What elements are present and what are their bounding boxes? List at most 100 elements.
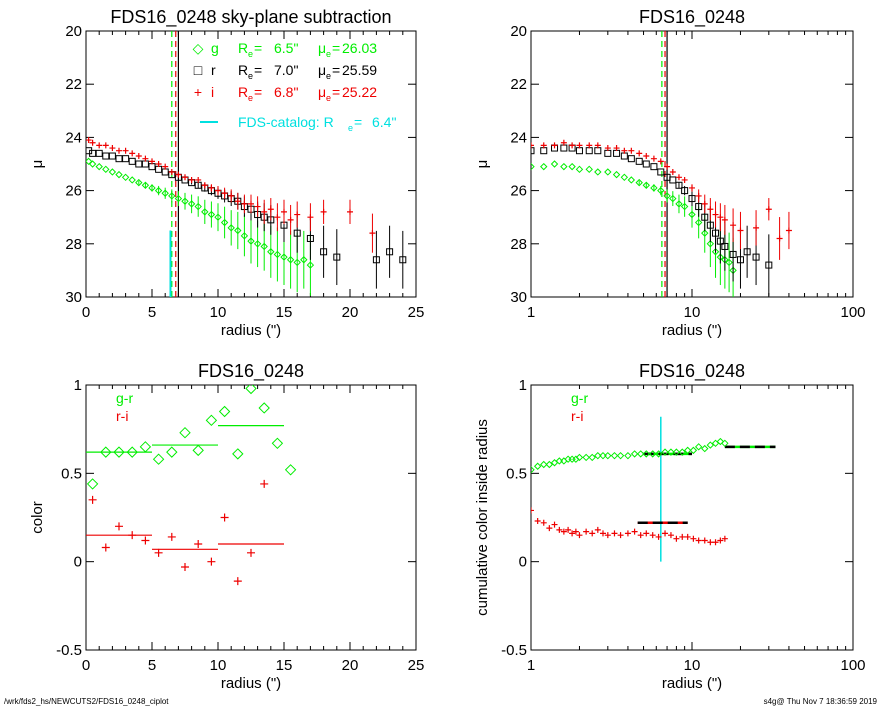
point-i bbox=[195, 176, 202, 183]
point-i bbox=[182, 174, 188, 181]
point-g bbox=[161, 189, 169, 197]
legend-mu-value: 26.03 bbox=[342, 40, 377, 56]
point-i bbox=[589, 530, 596, 537]
point-i bbox=[369, 230, 376, 237]
point-i bbox=[233, 577, 242, 586]
point-i bbox=[695, 537, 702, 544]
point-g bbox=[95, 162, 103, 171]
point-i bbox=[116, 147, 122, 154]
point-i bbox=[649, 532, 656, 539]
point-i bbox=[662, 530, 669, 537]
point-i bbox=[287, 216, 294, 223]
point-i bbox=[546, 525, 553, 532]
point-r bbox=[613, 149, 621, 157]
point-i bbox=[155, 161, 162, 167]
legend-band: g bbox=[211, 40, 219, 56]
point-i bbox=[621, 147, 628, 154]
point-i bbox=[717, 214, 724, 221]
point-i bbox=[572, 528, 579, 535]
point-i bbox=[664, 163, 671, 170]
point-r bbox=[108, 152, 116, 160]
point-g bbox=[108, 168, 117, 176]
point-i bbox=[167, 532, 176, 541]
point-g bbox=[550, 160, 559, 168]
point-g bbox=[135, 178, 143, 187]
point-i bbox=[215, 187, 221, 194]
point-r bbox=[642, 160, 650, 168]
footer-timestamp-label: s4g@ Thu Nov 7 18:36:59 2019 bbox=[763, 697, 877, 706]
point-g bbox=[675, 200, 683, 208]
point-r bbox=[540, 147, 548, 155]
x-axis-label: radius (") bbox=[221, 322, 281, 339]
legend-mu-sub: e bbox=[326, 49, 331, 59]
legend-mu-value: 25.59 bbox=[342, 62, 377, 78]
legend-re-value: 6.5" bbox=[274, 40, 298, 56]
point-g bbox=[694, 443, 703, 451]
point-i bbox=[730, 222, 737, 229]
point-g bbox=[620, 173, 629, 182]
data-layer bbox=[531, 416, 776, 562]
legend-mu-sub: e bbox=[326, 93, 331, 103]
point-r bbox=[293, 229, 301, 237]
point-r bbox=[575, 147, 583, 155]
point-g bbox=[531, 162, 535, 171]
point-g bbox=[594, 451, 602, 460]
x-tick-label: 10 bbox=[684, 304, 701, 321]
point-i bbox=[611, 530, 618, 537]
y-tick-label: 0 bbox=[74, 554, 82, 571]
y-tick-label: 1 bbox=[519, 377, 527, 394]
point-g bbox=[588, 453, 596, 462]
y-tick-label: 0 bbox=[519, 554, 527, 571]
point-i bbox=[220, 513, 229, 522]
point-r bbox=[729, 250, 737, 258]
legend-re-sub: e bbox=[248, 49, 253, 59]
point-g bbox=[648, 450, 657, 458]
legend-mu-eq: = bbox=[332, 40, 340, 56]
point-i bbox=[254, 203, 261, 210]
point-r bbox=[306, 234, 314, 242]
y-axis-label: color bbox=[29, 501, 46, 534]
point-i bbox=[613, 145, 620, 152]
point-i bbox=[274, 214, 281, 221]
point-g bbox=[214, 213, 222, 221]
point-i bbox=[531, 142, 534, 149]
legend-catalog-value: 6.4" bbox=[372, 114, 396, 130]
point-i bbox=[320, 208, 327, 215]
point-i bbox=[594, 526, 601, 533]
chart-title: FDS16_0248 bbox=[198, 361, 304, 382]
point-r bbox=[701, 213, 709, 221]
point-g bbox=[604, 168, 612, 176]
y-tick-label: -0.5 bbox=[501, 642, 527, 659]
y-tick-label: 28 bbox=[65, 236, 82, 253]
point-i bbox=[679, 533, 686, 540]
point-g bbox=[636, 450, 645, 458]
point-i bbox=[96, 142, 103, 149]
legend-symbol: ◇ bbox=[193, 40, 204, 56]
point-g bbox=[560, 162, 568, 171]
legend-re-eq: = bbox=[254, 40, 262, 56]
point-g bbox=[642, 450, 650, 458]
point-g bbox=[154, 186, 163, 195]
point-r bbox=[688, 195, 696, 203]
point-r bbox=[681, 187, 689, 195]
y-tick-label: 0.5 bbox=[61, 465, 82, 482]
x-tick-label: 0 bbox=[82, 657, 90, 674]
point-i bbox=[586, 142, 593, 149]
point-r bbox=[135, 160, 143, 168]
point-g bbox=[650, 184, 658, 192]
point-r bbox=[604, 149, 612, 157]
point-g bbox=[152, 453, 165, 465]
data-layer bbox=[86, 385, 297, 586]
point-r bbox=[712, 229, 720, 237]
legend-g-r: g-r bbox=[571, 390, 588, 406]
y-axis-label: μ bbox=[474, 160, 491, 169]
point-i bbox=[636, 150, 643, 157]
legend-mu-label: μ bbox=[318, 40, 326, 56]
legend-catalog-sub: e bbox=[348, 123, 353, 133]
legend-catalog-label: FDS-catalog: R bbox=[238, 114, 334, 130]
plot-frame bbox=[85, 384, 417, 651]
point-g bbox=[192, 444, 204, 457]
legend-r-i: r-i bbox=[571, 408, 583, 424]
